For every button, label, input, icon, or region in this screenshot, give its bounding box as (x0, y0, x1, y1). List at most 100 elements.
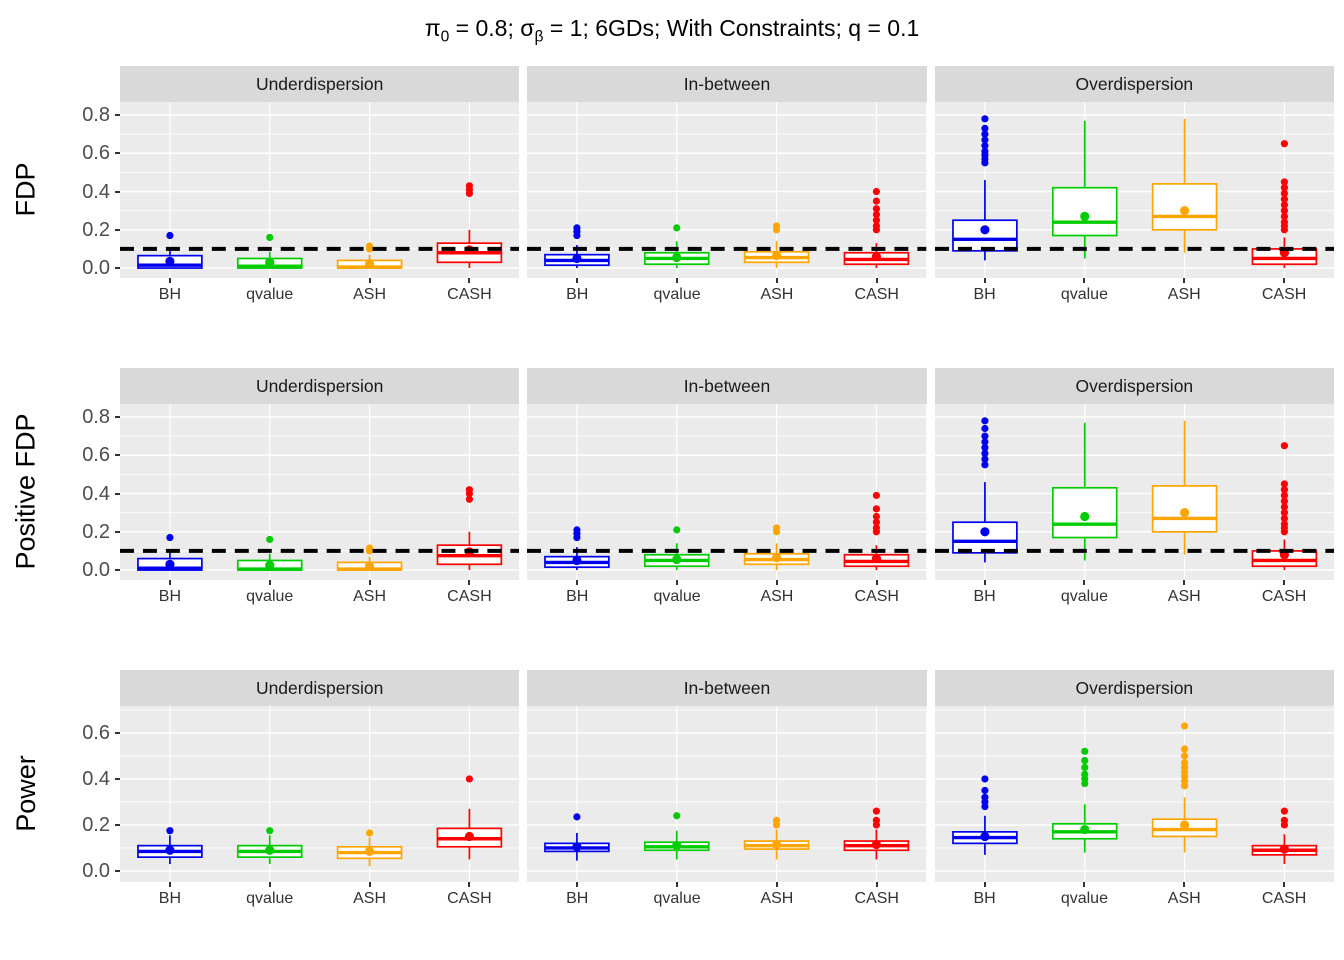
x-tick-mark (576, 580, 579, 585)
mean-point (872, 839, 882, 850)
y-tick-mark (115, 267, 120, 270)
y-axis-title-container: FDP (4, 66, 48, 312)
mean-point (165, 845, 175, 855)
x-tick-mark (676, 882, 679, 887)
x-tick-mark (676, 580, 679, 585)
facet-panel-overdispersion: Overdispersion BH qvalue ASH CASH (934, 670, 1334, 916)
mean-point (1179, 508, 1189, 518)
box (951, 521, 1018, 554)
outlier-point (1080, 763, 1088, 772)
title-pi-symbol: π (424, 15, 441, 41)
x-tick-label-qvalue: qvalue (653, 286, 701, 303)
x-tick-mark (1083, 278, 1086, 283)
facet-strip-label: In-between (527, 66, 927, 102)
x-tick-mark (168, 580, 171, 585)
mean-point (1079, 511, 1089, 522)
x-tick-label-CASH: CASH (447, 588, 492, 605)
outlier-point (673, 812, 681, 820)
outlier-point (1280, 207, 1288, 215)
mean-point (265, 257, 275, 267)
facet-strip-label: Underdispersion (120, 368, 520, 404)
y-tick-label: 0.4 (82, 767, 110, 790)
facet-strip-label: In-between (527, 368, 927, 404)
x-tick-mark (468, 882, 471, 887)
boxplot-qvalue (236, 827, 303, 865)
y-tick-label: 0.2 (82, 813, 110, 836)
outlier-point (980, 461, 989, 469)
outlier-point (1280, 520, 1288, 528)
boxplot-qvalue (236, 233, 303, 269)
figure-title: π0 = 0.8; σβ = 1; 6GDs; With Constraints… (0, 10, 1344, 56)
y-tick-mark (115, 731, 120, 734)
facet-strip-label: In-between (527, 670, 927, 706)
mean-point (1079, 824, 1089, 835)
boxplot-ASH (1151, 722, 1218, 853)
boxplot-BH (951, 115, 1018, 261)
y-tick-mark (115, 777, 120, 780)
outlier-point (573, 224, 581, 232)
outlier-point (1180, 759, 1188, 767)
y-tick-mark (115, 454, 120, 457)
y-axis-title: Power (10, 754, 41, 832)
panel-plot-in-between (527, 706, 927, 882)
panel-plot-underdispersion (120, 706, 520, 882)
y-tick-mark (115, 190, 120, 193)
x-tick-mark (468, 580, 471, 585)
mean-point (572, 842, 582, 852)
outlier-point (1080, 747, 1088, 755)
title-segment-2: = 1; 6GDs; With Constraints; q = 0.1 (543, 15, 920, 41)
y-axis-title: Positive FDP (10, 412, 41, 570)
panels-row: Underdispersion BH qvalue ASH CASH In-between… (120, 368, 1334, 614)
x-tick-label-ASH: ASH (353, 588, 387, 605)
y-tick-label: 0.6 (82, 142, 110, 165)
x-tick-label-ASH: ASH (1167, 890, 1201, 907)
box (951, 219, 1018, 252)
outlier-point (873, 216, 881, 224)
facet-panel-underdispersion: Underdispersion BH qvalue ASH CASH (120, 66, 520, 312)
outlier-point (266, 233, 274, 242)
x-tick-label-qvalue: qvalue (1060, 890, 1108, 907)
mean-point (772, 553, 782, 563)
outlier-point (1280, 442, 1288, 450)
panel-plot-overdispersion (934, 706, 1334, 882)
outlier-point (1280, 189, 1288, 198)
chart-rows-container: FDP 0.0 0.2 0.4 0.6 0.8 Underdispersion BH qvalu… (4, 66, 1334, 916)
x-tick-mark (983, 882, 986, 887)
outlier-point (365, 544, 374, 552)
mean-point (1079, 211, 1089, 221)
x-tick-mark (576, 278, 579, 283)
outlier-point (266, 535, 274, 544)
x-tick-mark (1183, 278, 1186, 283)
x-tick-label-BH: BH (973, 890, 996, 907)
boxplot-BH (137, 231, 203, 269)
x-tick-label-ASH: ASH (1167, 286, 1201, 303)
boxplot-qvalue (644, 526, 710, 571)
outlier-point (1180, 745, 1188, 753)
x-tick-label-CASH: CASH (1261, 588, 1307, 605)
x-tick-mark (676, 278, 679, 283)
x-axis: BH qvalue ASH CASH (120, 580, 519, 614)
panel-plot-overdispersion (934, 102, 1334, 278)
outlier-point (980, 130, 989, 138)
outlier-point (1280, 491, 1288, 500)
boxplot-CASH (843, 807, 910, 860)
x-tick-label-BH: BH (973, 588, 996, 605)
x-tick-mark (268, 278, 271, 283)
y-tick-label: 0.4 (82, 180, 110, 203)
boxplot-CASH (436, 775, 503, 860)
x-tick-label-qvalue: qvalue (653, 890, 701, 907)
mean-point (364, 846, 375, 857)
outlier-point (873, 524, 881, 532)
facet-strip-label: Overdispersion (934, 670, 1334, 706)
x-tick-label-CASH: CASH (854, 286, 899, 303)
x-tick-mark (368, 882, 371, 887)
outlier-point (1080, 770, 1088, 778)
outlier-point (873, 807, 881, 815)
boxplot-BH (137, 533, 203, 571)
boxplot-BH (951, 775, 1018, 855)
mean-point (572, 555, 582, 566)
boxplot-qvalue (1051, 120, 1118, 259)
mean-point (772, 251, 782, 261)
y-tick-label: 0.2 (82, 520, 110, 543)
mean-point (572, 253, 582, 264)
